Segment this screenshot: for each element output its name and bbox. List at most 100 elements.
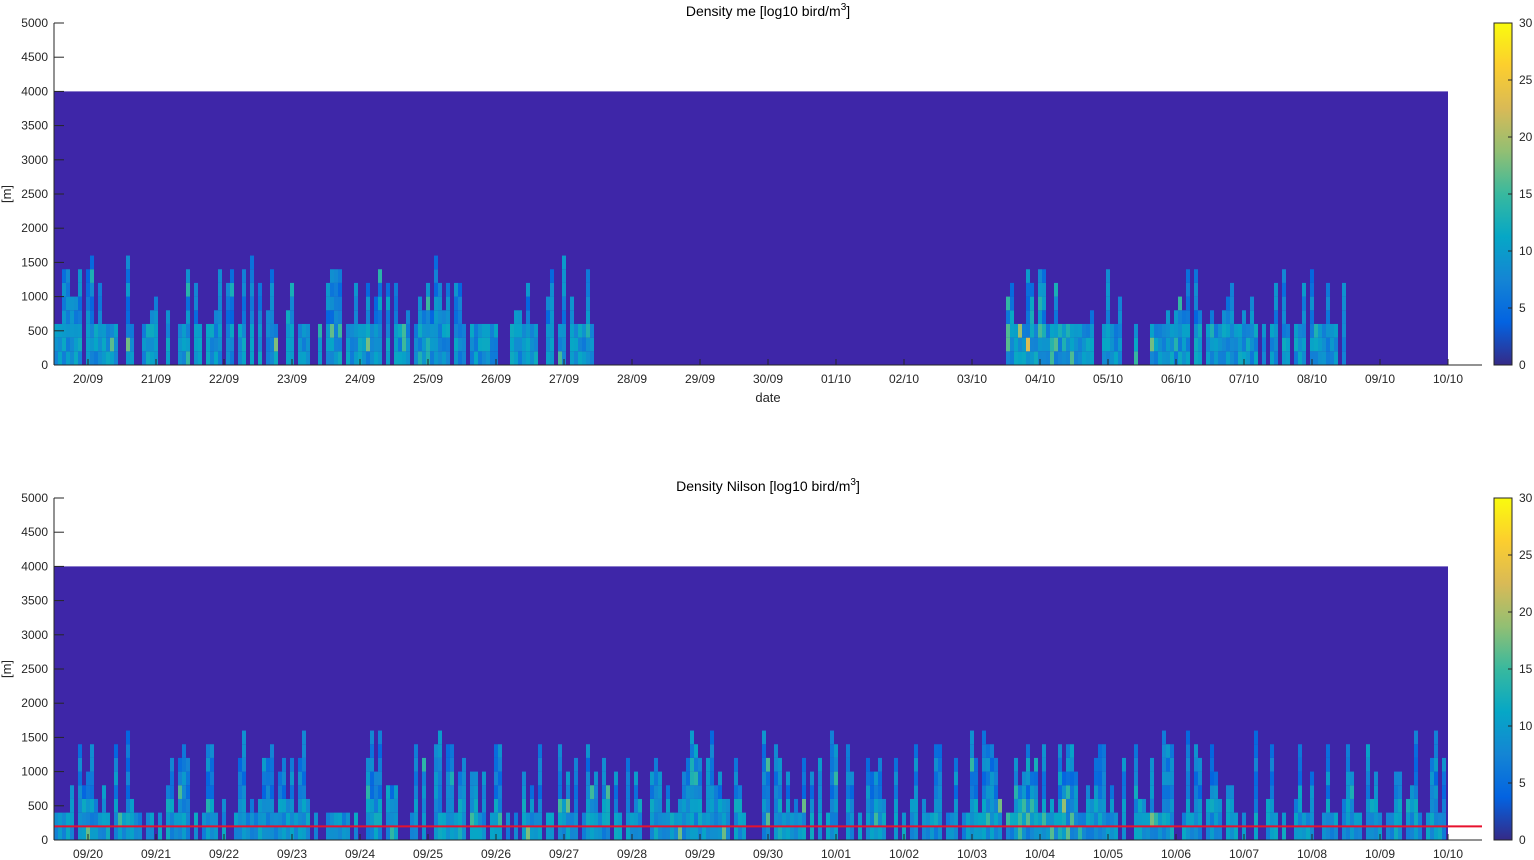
x-tick-label: 26/09 — [481, 372, 511, 386]
x-tick-label: 01/10 — [821, 372, 851, 386]
heatmap-cell — [522, 351, 526, 365]
heatmap-cell — [534, 826, 538, 840]
heatmap-cell — [878, 771, 882, 786]
heatmap-cell — [1118, 296, 1122, 311]
heatmap-cell — [1098, 812, 1102, 827]
heatmap-cell — [474, 785, 478, 799]
heatmap-cell — [1162, 351, 1166, 365]
heatmap-cell — [510, 323, 514, 338]
heatmap-cell — [566, 826, 570, 840]
heatmap-cell — [82, 812, 86, 827]
heatmap-cell — [1054, 351, 1058, 365]
heatmap-cell — [1034, 351, 1038, 365]
heatmap-cell — [1150, 785, 1154, 799]
y-tick-label: 4500 — [21, 50, 48, 64]
heatmap-cell — [338, 812, 342, 827]
heatmap-cell — [1114, 337, 1118, 352]
heatmap-cell — [914, 785, 918, 799]
heatmap-cell — [1118, 351, 1122, 365]
heatmap-cell — [406, 337, 410, 352]
heatmap-cell — [522, 337, 526, 352]
heatmap-cell — [1086, 337, 1090, 352]
heatmap-cell — [526, 310, 530, 324]
heatmap-cell — [1074, 771, 1078, 786]
heatmap-cell — [286, 798, 290, 813]
heatmap-cell — [834, 785, 838, 799]
x-tick-label: 09/24 — [345, 847, 375, 860]
heatmap-cell — [714, 798, 718, 813]
heatmap-cell — [258, 282, 262, 297]
heatmap-cell — [1366, 785, 1370, 799]
heatmap-cell — [186, 337, 190, 352]
heatmap-cell — [1134, 323, 1138, 338]
heatmap-cell — [1050, 323, 1054, 338]
heatmap-cell — [1090, 337, 1094, 352]
heatmap-cell — [1186, 310, 1190, 324]
heatmap-cell — [250, 798, 254, 813]
heatmap-cell — [482, 337, 486, 352]
heatmap-cell — [550, 296, 554, 311]
heatmap-cell — [178, 826, 182, 840]
heatmap-cell — [546, 812, 550, 827]
heatmap-cell — [686, 771, 690, 786]
heatmap-cell — [62, 310, 66, 324]
heatmap-cell — [1138, 798, 1142, 813]
heatmap-cell — [538, 785, 542, 799]
heatmap-cell — [242, 323, 246, 338]
heatmap-cell — [1210, 798, 1214, 813]
heatmap-cell — [1326, 798, 1330, 813]
heatmap-cell — [1114, 323, 1118, 338]
heatmap-cell — [774, 826, 778, 840]
heatmap-cell — [598, 812, 602, 827]
heatmap-cell — [454, 296, 458, 311]
heatmap-cell — [1106, 296, 1110, 311]
heatmap-cell — [302, 337, 306, 352]
heatmap-cell — [1270, 337, 1274, 352]
heatmap-cell — [1106, 337, 1110, 352]
heatmap-cell — [1330, 351, 1334, 365]
heatmap-cell — [930, 826, 934, 840]
heatmap-cell — [974, 757, 978, 772]
heatmap-cell — [850, 826, 854, 840]
heatmap-cell — [558, 826, 562, 840]
heatmap-cell — [762, 771, 766, 786]
heatmap-cell — [1038, 310, 1042, 324]
heatmap-cell — [1066, 812, 1070, 827]
heatmap-cell — [894, 771, 898, 786]
heatmap-cell — [386, 351, 390, 365]
heatmap-cell — [426, 296, 430, 311]
heatmap-cell — [458, 296, 462, 311]
heatmap-cell — [1138, 812, 1142, 827]
heatmap-cell — [1298, 337, 1302, 352]
heatmap-cell — [1310, 351, 1314, 365]
heatmap-cell — [1042, 296, 1046, 311]
heatmap-cell — [90, 826, 94, 840]
heatmap-cell — [114, 323, 118, 338]
heatmap-cell — [438, 282, 442, 297]
heatmap-cell — [782, 826, 786, 840]
heatmap-cell — [178, 337, 182, 352]
heatmap-cell — [470, 771, 474, 786]
heatmap-cell — [790, 812, 794, 827]
heatmap-cell — [146, 351, 150, 365]
heatmap-cell — [706, 798, 710, 813]
heatmap-cell — [998, 812, 1002, 827]
heatmap-cell — [586, 826, 590, 840]
heatmap-cell — [306, 812, 310, 827]
heatmap-cell — [1298, 785, 1302, 799]
heatmap-cell — [134, 826, 138, 840]
heatmap-cell — [742, 826, 746, 840]
heatmap-cell — [654, 826, 658, 840]
heatmap-cell — [830, 785, 834, 799]
heatmap-cell — [1162, 730, 1166, 745]
heatmap-cell — [142, 337, 146, 352]
heatmap-cell — [654, 757, 658, 772]
heatmap-cell — [278, 785, 282, 799]
heatmap-cell — [474, 323, 478, 338]
colorbar-tick-label: 10 — [1519, 244, 1533, 258]
heatmap-cell — [954, 785, 958, 799]
x-tick-label: 25/09 — [413, 372, 443, 386]
heatmap-cell — [1434, 812, 1438, 827]
heatmap-cell — [110, 323, 114, 338]
heatmap-cell — [582, 826, 586, 840]
